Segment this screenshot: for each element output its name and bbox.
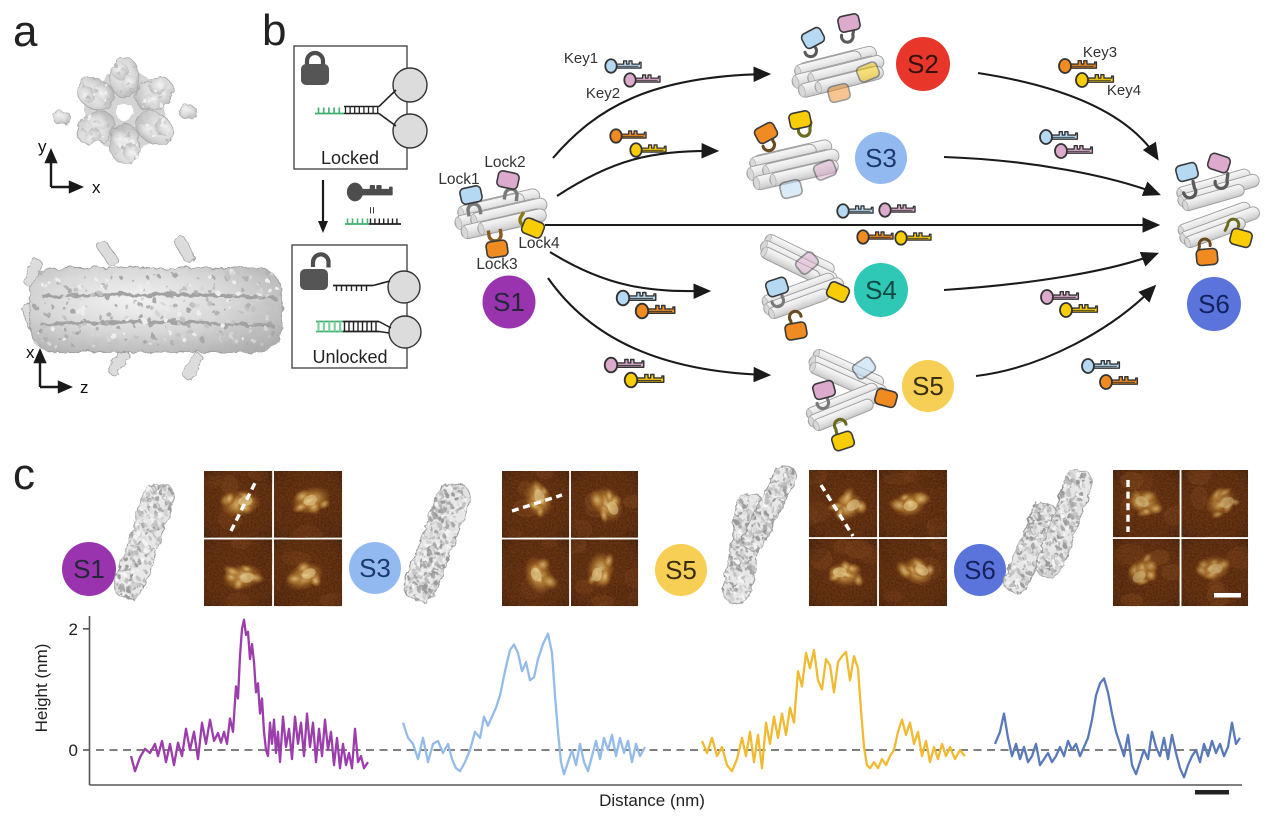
svg-text:Lock1: Lock1 [438,171,479,188]
svg-text:Key1: Key1 [564,50,598,67]
svg-text:a: a [13,7,38,56]
svg-text:S6: S6 [1198,289,1230,319]
svg-text:0: 0 [69,741,78,760]
svg-text:x: x [26,343,35,362]
svg-text:S3: S3 [865,143,897,173]
svg-text:Key4: Key4 [1107,82,1141,99]
svg-text:2: 2 [69,620,78,639]
svg-text:Lock2: Lock2 [484,154,525,171]
svg-text:S2: S2 [907,49,939,79]
svg-text:Lock4: Lock4 [518,235,560,252]
svg-text:S3: S3 [359,553,391,583]
svg-text:z: z [80,378,89,397]
svg-text:S6: S6 [964,555,996,585]
svg-text:=: = [365,207,380,215]
svg-text:Height (nm): Height (nm) [32,644,51,733]
svg-text:S1: S1 [493,287,525,317]
svg-text:Key3: Key3 [1083,44,1117,61]
svg-text:x: x [92,178,101,197]
svg-text:S1: S1 [73,554,105,584]
svg-text:S4: S4 [865,275,897,305]
svg-text:S5: S5 [912,371,944,401]
svg-text:Unlocked: Unlocked [312,347,387,367]
svg-text:S5: S5 [665,555,697,585]
svg-text:b: b [262,6,286,55]
svg-text:Distance (nm): Distance (nm) [599,791,705,810]
svg-text:y: y [38,137,47,156]
svg-text:Locked: Locked [321,148,379,168]
svg-text:c: c [13,450,35,499]
svg-text:Lock3: Lock3 [476,256,517,273]
svg-text:Key2: Key2 [586,85,620,102]
